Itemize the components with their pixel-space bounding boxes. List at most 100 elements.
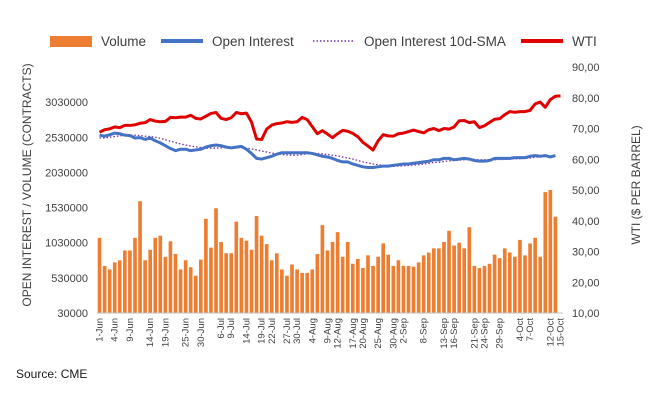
x-tick-label: 19-Jun [160,318,171,347]
volume-bar [401,265,406,313]
left-axis: 30000 530000 1030000 1530000 2030000 2530000 3… [45,97,88,320]
x-tick-label: 4-Aug [307,318,318,343]
y-left-tick-label: 30000 [57,308,88,320]
volume-bar [467,227,472,313]
volume-bar [295,269,299,313]
x-tick-label: 12-Aug [333,318,344,349]
volume-bar [254,216,259,313]
y-right-tick-label: 30,00 [572,247,600,259]
legend: Volume Open Interest Open Interest 10d-SMA… [50,34,597,49]
y-right-tick-label: 60,00 [572,154,600,166]
volume-bar [366,255,370,313]
volume-bar [533,237,537,313]
volume-bar [447,230,451,313]
x-tick-label: 6-Jul [216,318,227,339]
x-tick-label: 4-Jun [110,318,121,342]
volume-bar [315,253,320,313]
volume-bar [280,269,284,313]
volume-bar [193,275,198,313]
volume-bar [290,264,294,313]
volume-bar [259,235,264,313]
volume-bar [173,253,178,313]
volume-bar [163,256,168,313]
x-tick-label: 9-Jul [226,318,237,339]
volume-bar [158,235,163,313]
volume-bar [381,243,386,313]
volume-bar [492,254,497,313]
volume-bar [437,248,441,313]
x-tick-label: 29-Sep [495,318,506,349]
volume-bar [502,248,507,313]
volume-bar [107,269,112,313]
legend-item: Volume [50,34,146,49]
x-tick-label: 27-Jul [282,318,293,344]
y-right-tick-label: 90,00 [572,62,600,74]
x-tick-label: 22-Jul [267,318,278,344]
volume-bar [432,248,436,313]
volume-bar [209,247,213,313]
volume-bar [188,267,193,313]
volume-bar [335,232,340,313]
y-right-tick-label: 10,00 [572,308,600,320]
volume-bar [538,256,543,313]
legend-label: Open Interest 10d-SMA [364,34,506,49]
y-axis-right-label: WTI ($ PER BARREL) [629,125,643,244]
volume-bar [497,258,502,313]
legend-swatch [50,36,92,47]
right-axis: 10,00 20,00 30,00 40,00 50,00 60,00 70,00 80,00… [572,62,600,320]
y-left-tick-label: 2030000 [45,167,88,179]
volume-bar [356,258,360,313]
volume-bar [350,263,355,313]
y-left-tick-label: 2530000 [45,132,88,144]
x-tick-label: 21-Sep [469,318,480,349]
x-tick-label: 20-Aug [358,318,369,349]
x-tick-label: 15-Oct [555,318,566,347]
volume-bar [153,237,158,313]
wti-line [98,94,561,152]
volume-bar [133,237,137,313]
volume-bar [416,262,421,313]
volume-bar [97,237,102,313]
x-tick-label: 24-Sep [479,318,490,349]
volume-bar [117,260,122,313]
volume-bar [168,241,173,313]
y-right-tick-label: 80,00 [572,93,600,105]
volume-bar [112,262,117,313]
y-left-tick-label: 1530000 [45,203,88,215]
volume-bar [143,260,147,313]
x-tick-label: 7-Oct [525,318,536,342]
volume-bar [178,269,183,313]
volume-bar [264,244,269,313]
legend-label: WTI [572,34,597,49]
source-note: Source: CME [16,367,88,381]
y-left-tick-label: 1030000 [45,238,88,250]
x-tick-label: 1-Jun [95,318,106,342]
volume-bar [396,260,401,313]
volume-bar [310,269,315,313]
volume-bar [462,248,467,313]
x-tick-label: 14-Jul [241,318,252,344]
volume-bar [300,272,304,313]
y-right-tick-label: 20,00 [572,277,600,289]
volume-bar [543,192,548,313]
series-lines [98,94,561,170]
volume-bar [219,242,223,313]
legend-item: Open Interest [161,34,294,49]
volume-bar [199,259,203,313]
x-tick-label: 9-Jun [125,318,136,342]
volume-bar [507,252,512,313]
volume-bar [371,265,375,313]
volume-bar [148,249,153,313]
volume-bar [330,242,335,313]
volume-bar [487,263,492,313]
y-left-tick-label: 530000 [51,273,88,285]
volume-bar [204,218,208,313]
legend-item: WTI [521,34,597,49]
y-right-tick-label: 40,00 [572,216,600,228]
volume-bar [340,256,345,313]
volume-bar [548,190,553,313]
x-tick-label: 14-Jun [145,318,156,347]
x-tick-label: 16-Sep [449,318,460,349]
volume-bar [239,237,244,313]
